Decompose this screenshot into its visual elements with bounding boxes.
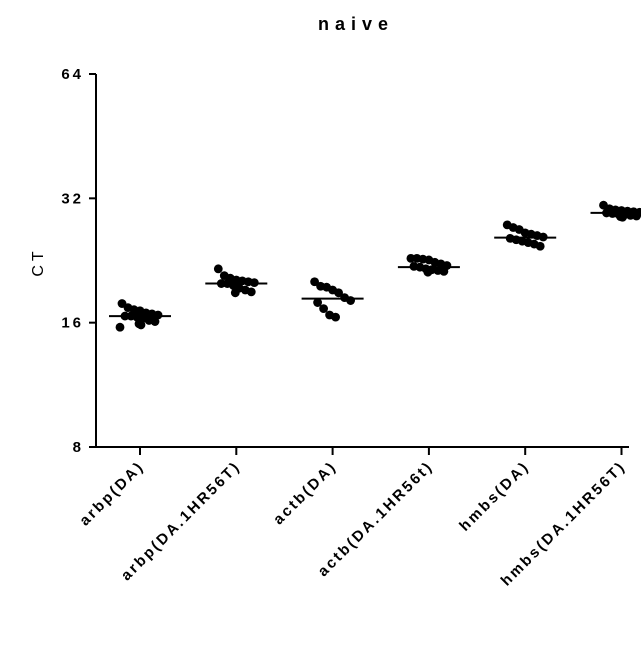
data-point: [440, 267, 449, 276]
data-point: [424, 268, 433, 277]
category-label: arbp(DA): [76, 458, 148, 530]
data-point: [346, 296, 355, 305]
y-tick-label: 16: [61, 315, 84, 332]
mean-lines: [109, 213, 641, 316]
data-point: [618, 213, 627, 222]
data-point: [536, 242, 545, 251]
y-tick-label: 8: [73, 439, 84, 456]
data-point: [247, 287, 256, 296]
y-axis-label: CT: [30, 247, 47, 276]
category-label: hmbs(DA): [456, 458, 533, 535]
data-point: [214, 264, 223, 273]
category-labels: arbp(DA)arbp(DA.1HR56T) actb(DA)actb(DA.1…: [76, 458, 629, 590]
data-point: [331, 313, 340, 322]
data-points: [116, 201, 641, 332]
data-point: [231, 288, 240, 297]
data-point: [151, 317, 160, 326]
x-ticks: [140, 447, 622, 455]
y-ticks: 8 16 32 64: [61, 66, 96, 456]
data-point: [137, 321, 146, 330]
data-point: [116, 323, 125, 332]
y-tick-label: 32: [61, 190, 84, 207]
y-tick-label: 64: [61, 66, 84, 83]
chart-title: naive: [318, 14, 394, 34]
category-label: actb(DA): [270, 458, 340, 528]
